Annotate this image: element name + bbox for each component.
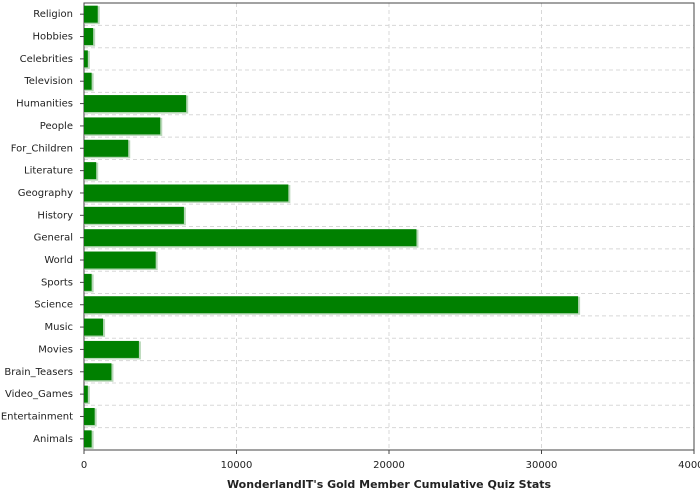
bar xyxy=(84,139,129,157)
y-tick-label: Music xyxy=(45,322,73,333)
y-tick-label: World xyxy=(44,255,73,266)
bar xyxy=(84,50,88,68)
x-tick-label: 30000 xyxy=(526,460,558,471)
y-tick-label: Geography xyxy=(18,188,73,199)
bar xyxy=(84,117,161,135)
y-tick-label: Brain_Teasers xyxy=(4,367,73,378)
bar xyxy=(84,363,112,381)
bar xyxy=(84,184,289,202)
x-tick-label: 10000 xyxy=(221,460,253,471)
bar xyxy=(84,340,139,358)
y-tick-label: Television xyxy=(23,76,73,87)
bar xyxy=(84,251,156,269)
bar xyxy=(84,273,92,291)
x-axis-label: WonderlandIT's Gold Member Cumulative Qu… xyxy=(227,478,552,491)
plot-frame xyxy=(83,2,695,451)
y-tick-label: Humanities xyxy=(16,99,73,110)
y-tick-label: Celebrities xyxy=(20,54,73,65)
bar xyxy=(84,206,184,224)
y-tick-label: Video_Games xyxy=(5,389,73,400)
bar xyxy=(84,162,97,180)
y-tick-label: History xyxy=(37,210,73,221)
bar xyxy=(84,407,95,425)
bar xyxy=(84,5,98,23)
x-tick-label: 20000 xyxy=(373,460,405,471)
y-tick-label: For_Children xyxy=(11,143,73,154)
y-tick-label: Movies xyxy=(38,344,73,355)
y-tick-label: Hobbies xyxy=(33,32,73,43)
y-tick-label: People xyxy=(40,121,73,132)
bar xyxy=(84,318,104,336)
y-tick-label: Science xyxy=(34,300,73,311)
y-tick-label: Sports xyxy=(41,277,73,288)
x-tick-label: 0 xyxy=(81,460,87,471)
y-tick-label: Religion xyxy=(33,9,73,20)
y-tick-label: Literature xyxy=(24,166,73,177)
y-tick-label: Entertainment xyxy=(1,411,73,422)
bar xyxy=(84,95,187,113)
bar xyxy=(84,385,88,403)
bar xyxy=(84,72,92,90)
bar xyxy=(84,296,579,314)
bar xyxy=(84,229,417,247)
bar xyxy=(84,28,94,46)
y-tick-label: General xyxy=(34,233,73,244)
y-tick-label: Animals xyxy=(33,434,73,445)
x-tick-label: 40000 xyxy=(678,460,700,471)
bar xyxy=(84,430,92,448)
